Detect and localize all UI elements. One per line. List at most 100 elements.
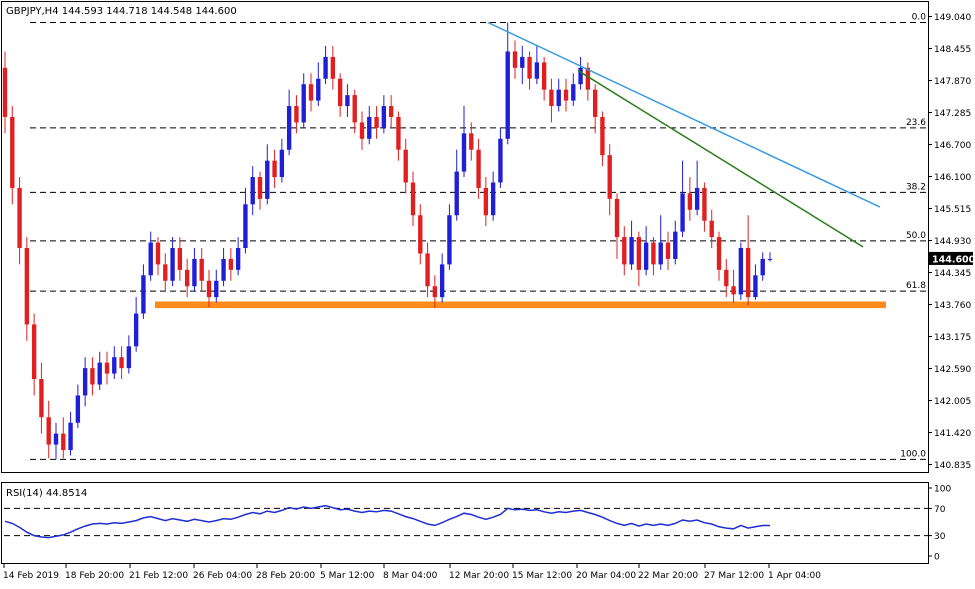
candle bbox=[243, 187, 248, 254]
candle bbox=[301, 73, 306, 128]
price-tick-label: 141.420 bbox=[934, 429, 971, 439]
candle bbox=[97, 351, 102, 390]
price-tick-label: 143.760 bbox=[934, 301, 971, 311]
candle-body bbox=[367, 116, 372, 139]
candle-body bbox=[155, 242, 161, 265]
candle-body bbox=[10, 116, 15, 188]
candle bbox=[563, 78, 569, 112]
rsi-title: RSI(14) 44.8514 bbox=[6, 488, 87, 499]
trendlines bbox=[487, 21, 881, 248]
candle-body bbox=[563, 89, 569, 101]
candle bbox=[170, 237, 175, 287]
candle bbox=[126, 335, 132, 374]
candle-body bbox=[272, 160, 277, 178]
candle bbox=[90, 357, 95, 396]
candle bbox=[184, 258, 190, 298]
candle bbox=[694, 160, 700, 216]
candle bbox=[767, 252, 773, 262]
price-tick-label: 142.590 bbox=[934, 365, 971, 375]
candle-body bbox=[90, 368, 95, 385]
candle bbox=[257, 171, 263, 210]
fib-level-label: 23.6 bbox=[906, 118, 926, 128]
price-tick-label: 147.870 bbox=[934, 77, 971, 87]
candle-body bbox=[432, 286, 438, 298]
candle bbox=[753, 264, 758, 300]
candle bbox=[141, 264, 146, 319]
main-panel-frame bbox=[1, 1, 929, 473]
time-tick-label: 21 Feb 12:00 bbox=[129, 571, 188, 581]
candle bbox=[316, 62, 321, 107]
candle bbox=[425, 242, 430, 298]
candle bbox=[199, 248, 204, 292]
candle bbox=[31, 313, 37, 396]
candle bbox=[760, 252, 765, 281]
candle bbox=[520, 45, 525, 85]
time-tick-label: 15 Mar 12:00 bbox=[512, 571, 572, 581]
candle-body bbox=[279, 149, 285, 178]
candle bbox=[381, 95, 387, 134]
candle bbox=[148, 231, 153, 281]
candle bbox=[61, 417, 66, 459]
candle bbox=[490, 171, 496, 221]
candle-body bbox=[39, 379, 44, 418]
candle bbox=[359, 111, 365, 150]
candle-body bbox=[469, 133, 474, 150]
candle-body bbox=[520, 56, 525, 68]
rsi-panel: 100 70 30 0 bbox=[4, 485, 951, 563]
candle-body bbox=[643, 242, 649, 270]
candle bbox=[454, 149, 459, 221]
candle bbox=[337, 73, 343, 117]
candle bbox=[432, 275, 438, 309]
candle-body bbox=[265, 160, 270, 199]
candle bbox=[636, 231, 642, 287]
candle-body bbox=[345, 95, 350, 107]
time-tick-label: 14 Feb 2019 bbox=[3, 571, 59, 581]
candle-body bbox=[192, 258, 197, 287]
trendline-upper bbox=[487, 21, 881, 208]
candle-body bbox=[738, 248, 744, 295]
rsi-panel-frame bbox=[1, 482, 929, 564]
price-tick-label: 146.700 bbox=[934, 141, 971, 151]
candle-body bbox=[600, 116, 605, 156]
candle-body bbox=[337, 78, 343, 107]
candle bbox=[665, 231, 671, 270]
price-tick-label: 149.040 bbox=[934, 13, 971, 23]
candle-body bbox=[745, 248, 751, 298]
candle bbox=[527, 51, 532, 90]
candle-body bbox=[184, 269, 190, 287]
candle bbox=[323, 45, 328, 85]
candle-body bbox=[753, 275, 758, 298]
candle-body bbox=[177, 248, 183, 270]
candle bbox=[214, 269, 219, 303]
candle bbox=[592, 84, 598, 134]
price-tick-label: 142.005 bbox=[934, 397, 971, 407]
candle-body bbox=[228, 258, 234, 270]
candle-body bbox=[221, 258, 226, 281]
candle bbox=[46, 400, 51, 459]
candle bbox=[250, 166, 255, 216]
time-tick-label: 12 Mar 20:00 bbox=[449, 571, 509, 581]
time-axis: 14 Feb 2019 18 Feb 20:00 21 Feb 12:00 26 Fe… bbox=[3, 564, 821, 581]
candle-body bbox=[767, 258, 773, 260]
candle-body bbox=[410, 182, 416, 216]
candle-body bbox=[629, 237, 634, 265]
candle bbox=[578, 56, 583, 90]
candle bbox=[607, 144, 612, 216]
price-axis: 149.040 148.455 147.870 147.285 146.700 146.1… bbox=[928, 13, 975, 471]
candle bbox=[643, 226, 649, 276]
fib-level-label: 0.0 bbox=[912, 13, 927, 23]
candle bbox=[629, 220, 634, 270]
candle-body bbox=[31, 324, 37, 380]
candle-body bbox=[286, 106, 292, 150]
chart-title: GBPJPY,H4 144.593 144.718 144.548 144.60… bbox=[6, 6, 237, 17]
candle-body bbox=[439, 264, 445, 298]
fibonacci-levels: 0.0 23.6 38.2 50.0 61.8 100.0 bbox=[30, 13, 928, 460]
candle-body bbox=[614, 198, 620, 238]
candle-body bbox=[454, 171, 459, 216]
candle-body bbox=[418, 215, 423, 254]
price-tick-label: 145.515 bbox=[934, 205, 971, 215]
candle-body bbox=[243, 204, 248, 249]
